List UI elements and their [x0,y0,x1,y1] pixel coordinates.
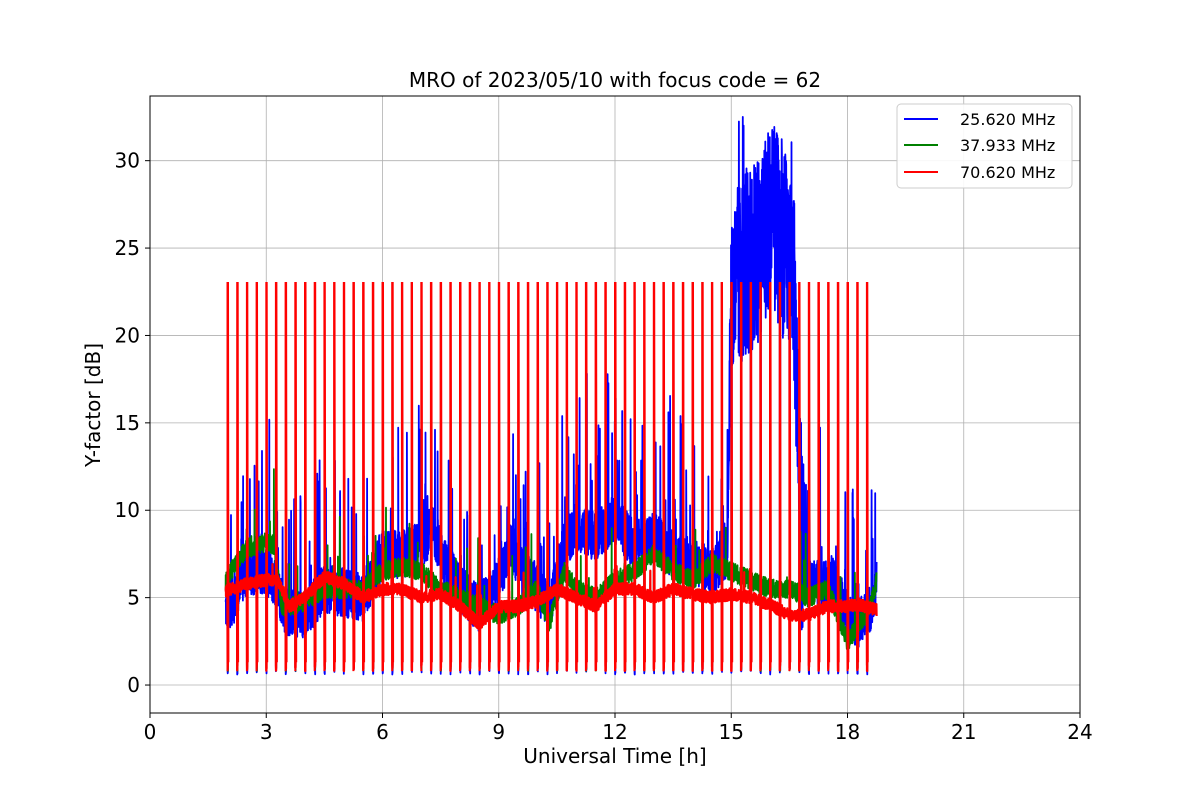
y-tick-label: 15 [115,411,140,435]
x-tick-label: 24 [1067,720,1092,744]
y-tick-label: 0 [127,673,140,697]
y-tick-label: 30 [115,149,140,173]
y-tick-label: 5 [127,586,140,610]
x-tick-label: 18 [835,720,860,744]
legend: 25.620 MHz 37.933 MHz 70.620 MHz [896,103,1073,189]
legend-label-37-933: 37.933 MHz [960,136,1055,155]
y-axis-label: Y-factor [dB] [81,343,105,468]
x-tick-label: 12 [602,720,627,744]
x-axis: 0 3 6 9 12 15 18 21 24 [144,713,1093,744]
legend-label-25-620: 25.620 MHz [960,110,1055,129]
legend-label-70-620: 70.620 MHz [960,163,1055,182]
legend-box [896,103,1073,189]
x-tick-label: 6 [376,720,389,744]
y-axis: 0 5 10 15 20 25 30 [115,149,150,697]
y-tick-label: 20 [115,323,140,347]
x-tick-label: 15 [719,720,744,744]
y-tick-label: 10 [115,498,140,522]
x-axis-label: Universal Time [h] [523,744,706,768]
x-tick-label: 0 [144,720,157,744]
series-layer [224,116,878,676]
y-tick-label: 25 [115,236,140,260]
x-tick-label: 21 [951,720,976,744]
chart-title: MRO of 2023/05/10 with focus code = 62 [409,68,821,92]
x-tick-label: 3 [260,720,273,744]
calibration-pulses [226,282,869,672]
x-tick-label: 9 [492,720,505,744]
